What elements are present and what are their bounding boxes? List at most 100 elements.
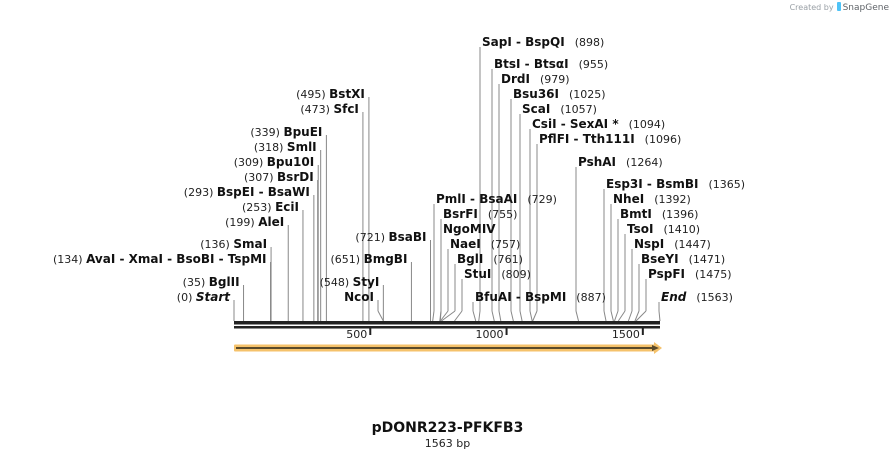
svg-text:DrdI(979): DrdI (979) <box>501 72 570 86</box>
site-smai[interactable]: (136) SmaI <box>200 237 272 321</box>
svg-text:(199) AleI: (199) AleI <box>225 215 284 229</box>
site-sfci[interactable]: (473) SfcI <box>300 102 364 321</box>
svg-text:NcoI: NcoI <box>344 290 374 304</box>
site-bpuei[interactable]: (339) BpuEI <box>250 125 327 321</box>
site-position: (729) <box>527 193 557 206</box>
svg-text:(495) BstXI: (495) BstXI <box>296 87 365 101</box>
tick-mark <box>369 328 372 335</box>
site-position: (1057) <box>560 103 597 116</box>
site-tsoi[interactable]: TsoI (1410) <box>617 222 700 322</box>
svg-text:ScaI(1057): ScaI (1057) <box>522 102 597 116</box>
site-pspfi[interactable]: PspFI (1475) <box>635 267 732 322</box>
site-name: Esp3I - BsmBI <box>606 177 698 191</box>
site-bgli[interactable]: BglI (761) <box>441 252 523 322</box>
site-name: PmlI - BsaAI <box>436 192 517 206</box>
site-name: End <box>661 290 687 304</box>
svg-text:(473) SfcI: (473) SfcI <box>300 102 359 116</box>
site-position: (495) <box>296 88 329 101</box>
site-naei[interactable]: NaeI (757) <box>439 237 520 322</box>
snapgene-credit: Created by SnapGene <box>790 2 889 13</box>
site-position: (651) <box>330 253 363 266</box>
site-bseyi[interactable]: BseYI (1471) <box>634 252 726 322</box>
site-position: (1475) <box>695 268 732 281</box>
site-position: (473) <box>300 103 333 116</box>
site-name: BmtI <box>620 207 652 221</box>
plasmid-name: pDONR223-PFKFB3 <box>371 420 524 436</box>
svg-text:Esp3I - BsmBI(1365): Esp3I - BsmBI (1365) <box>606 177 745 191</box>
site-position: (1471) <box>689 253 726 266</box>
svg-text:End(1563): End (1563) <box>661 290 733 304</box>
site-ncoi[interactable]: NcoI <box>344 290 384 322</box>
svg-text:NheI(1392): NheI (1392) <box>613 192 691 206</box>
tick-mark <box>641 328 644 335</box>
site-bglii[interactable]: (35) BglII <box>183 275 245 321</box>
site-avai[interactable]: (134) AvaI - XmaI - BsoBI - TspMI <box>53 252 272 321</box>
site-pflfi[interactable]: PflFI - Tth111I (1096) <box>532 132 682 322</box>
site-stui[interactable]: StuI (809) <box>454 267 531 322</box>
site-sapi[interactable]: SapI - BspQI (898) <box>478 35 605 322</box>
site-position: (761) <box>493 253 523 266</box>
site-bstxi[interactable]: (495) BstXI <box>296 87 370 321</box>
site-nspi[interactable]: NspI (1447) <box>627 237 711 322</box>
site-name: SmlI <box>287 140 317 154</box>
site-position: (309) <box>234 156 267 169</box>
site-bfuai[interactable]: BfuAI - BspMI (887) <box>472 290 606 322</box>
site-pshai[interactable]: PshAI (1264) <box>575 155 663 322</box>
site-position: (293) <box>184 186 217 199</box>
site-position: (199) <box>225 216 258 229</box>
site-position: (955) <box>579 58 609 71</box>
site-name: AleI <box>258 215 284 229</box>
tick-label: 1500 <box>612 328 640 341</box>
site-ecii[interactable]: (253) EciI <box>242 200 304 321</box>
site-alei[interactable]: (199) AleI <box>225 215 289 321</box>
site-name: StuI <box>464 267 491 281</box>
site-name: NspI <box>634 237 664 251</box>
svg-text:NgoMIV: NgoMIV <box>443 222 496 236</box>
site-position: (0) <box>177 291 196 304</box>
svg-text:(721) BsaBI: (721) BsaBI <box>355 230 426 244</box>
site-scai[interactable]: ScaI (1057) <box>519 102 597 322</box>
site-bmgbi[interactable]: (651) BmgBI <box>330 252 412 321</box>
site-name: BsaBI <box>389 230 427 244</box>
site-bsrdi[interactable]: (307) BsrDI <box>244 170 319 321</box>
site-start[interactable]: (0) Start <box>177 290 235 321</box>
site-name: SmaI <box>233 237 267 251</box>
site-ngomiv[interactable]: NgoMIV <box>439 222 496 322</box>
site-name: AvaI - XmaI - BsoBI - TspMI <box>86 252 266 266</box>
svg-text:(293) BspEI - BsaWI: (293) BspEI - BsaWI <box>184 185 310 199</box>
site-styi[interactable]: (548) StyI <box>320 275 384 321</box>
svg-text:(548) StyI: (548) StyI <box>320 275 380 289</box>
svg-text:(35) BglII: (35) BglII <box>183 275 240 289</box>
site-position: (1264) <box>626 156 663 169</box>
site-name: StyI <box>353 275 380 289</box>
site-name: ScaI <box>522 102 550 116</box>
svg-text:(309) Bpu10I: (309) Bpu10I <box>234 155 315 169</box>
site-drdi[interactable]: DrdI (979) <box>498 72 570 322</box>
svg-text:(318) SmlI: (318) SmlI <box>254 140 317 154</box>
svg-text:(307) BsrDI: (307) BsrDI <box>244 170 314 184</box>
snapgene-logo-icon <box>836 2 841 11</box>
credit-prefix: Created by <box>789 3 834 12</box>
site-nhei[interactable]: NheI (1392) <box>610 192 691 322</box>
feature-arrow[interactable] <box>234 342 662 354</box>
site-bmti[interactable]: BmtI (1396) <box>614 207 698 322</box>
site-name: NcoI <box>344 290 374 304</box>
site-smli[interactable]: (318) SmlI <box>254 140 322 321</box>
site-name: NaeI <box>450 237 481 251</box>
site-end[interactable]: End (1563) <box>658 290 733 322</box>
site-position: (721) <box>355 231 388 244</box>
site-esp3i[interactable]: Esp3I - BsmBI (1365) <box>603 177 745 322</box>
site-pmli[interactable]: PmlI - BsaAI (729) <box>432 192 557 322</box>
site-bsu36i[interactable]: Bsu36I (1025) <box>510 87 606 322</box>
site-position: (548) <box>320 276 353 289</box>
site-csii[interactable]: CsiI - SexAI * (1094) <box>529 117 665 322</box>
site-name: SapI - BspQI <box>482 35 565 49</box>
backbone-bottom-strand <box>234 326 660 329</box>
site-btsi[interactable]: BtsI - BtsαI (955) <box>491 57 609 322</box>
site-bsabi[interactable]: (721) BsaBI <box>355 230 432 321</box>
site-name: CsiI - SexAI * <box>532 117 619 131</box>
site-bpu10i[interactable]: (309) Bpu10I <box>234 155 319 321</box>
site-bspei[interactable]: (293) BspEI - BsaWI <box>184 185 315 321</box>
site-position: (253) <box>242 201 275 214</box>
site-name: PshAI <box>578 155 616 169</box>
